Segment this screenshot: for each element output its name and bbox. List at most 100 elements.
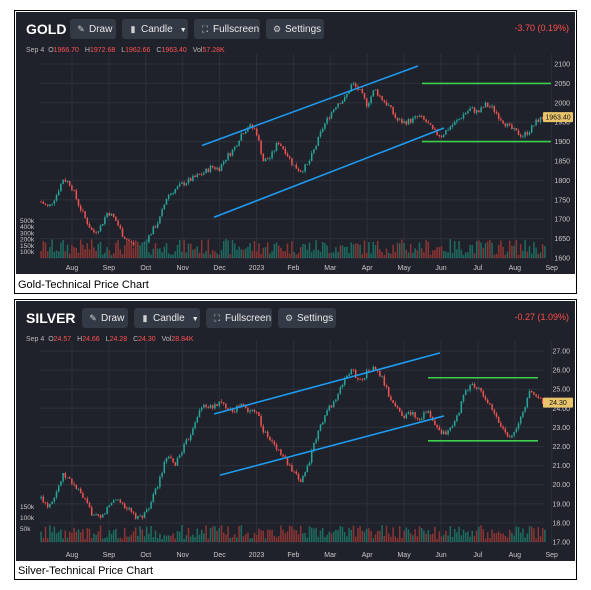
volume-bar <box>484 538 487 542</box>
x-tick-label: 2023 <box>249 265 265 272</box>
volume-bar <box>368 528 370 542</box>
y-tick-label: 2100 <box>554 62 570 69</box>
silver-candle-button[interactable]: ▮ Candle ▼ <box>134 308 200 328</box>
candle-body <box>275 142 278 151</box>
volume-bar <box>150 254 152 258</box>
gold-draw-button[interactable]: ✎ Draw <box>70 19 116 39</box>
candle-body <box>244 131 247 134</box>
candle-body <box>200 174 203 176</box>
volume-bar <box>121 538 124 542</box>
volume-bar <box>93 533 95 542</box>
volume-bar <box>251 538 254 542</box>
volume-bar <box>231 239 234 258</box>
candle-body <box>189 435 192 441</box>
silver-fullscreen-button[interactable]: ⛶ Fullscreen <box>206 308 272 328</box>
volume-bar <box>130 534 133 542</box>
volume-bar <box>539 536 542 542</box>
volume-bar <box>478 240 480 258</box>
volume-bar <box>176 530 179 542</box>
volume-bar <box>121 253 124 258</box>
candle-body <box>537 119 540 122</box>
candle-body <box>407 412 410 414</box>
volume-bar <box>194 248 196 258</box>
volume-bar <box>60 242 62 258</box>
candle-body <box>535 119 537 126</box>
pencil-icon: ✎ <box>89 313 97 323</box>
candle-body <box>297 168 300 171</box>
volume-bar <box>161 538 163 542</box>
candle-body <box>64 179 67 182</box>
volume-bar <box>407 529 410 542</box>
volume-bar <box>167 253 170 258</box>
volume-bar <box>110 254 113 258</box>
gold-settings-button[interactable]: ⚙ Settings <box>266 19 324 39</box>
candle-body <box>84 211 86 218</box>
volume-bar <box>526 251 529 258</box>
volume-bar <box>205 251 207 258</box>
candle-body <box>262 153 265 162</box>
volume-bar <box>423 252 425 258</box>
volume-bar <box>196 246 199 258</box>
volume-bar <box>68 253 71 258</box>
candle-body <box>251 409 254 411</box>
volume-bar <box>90 239 93 258</box>
volume-bar <box>216 530 218 542</box>
candle-body <box>429 123 432 125</box>
volume-bar <box>343 532 346 542</box>
candle-body <box>361 379 364 381</box>
volume-bar <box>187 527 190 542</box>
candle-body <box>293 471 295 473</box>
gold-candle-button[interactable]: ▮ Candle ▼ <box>122 19 188 39</box>
candle-body <box>379 370 381 377</box>
volume-bar <box>165 535 168 542</box>
volume-tick-label: 500k <box>20 218 35 225</box>
candle-body <box>326 410 328 416</box>
x-tick-label: Feb <box>287 552 299 559</box>
candle-body <box>515 128 518 131</box>
candle-body <box>317 136 320 146</box>
volume-bar <box>57 531 60 542</box>
candle-body <box>526 132 529 135</box>
candle-body <box>425 412 427 414</box>
candle-body <box>511 435 513 438</box>
silver-settings-button[interactable]: ⚙ Settings <box>278 308 336 328</box>
candle-body <box>126 508 128 510</box>
volume-bar <box>436 247 438 258</box>
volume-bar <box>429 534 432 542</box>
candle-body <box>95 514 97 515</box>
candle-body <box>132 511 135 513</box>
volume-bar <box>423 530 425 542</box>
candle-body <box>409 412 412 415</box>
volume-bar <box>271 251 273 258</box>
candle-body <box>330 112 333 119</box>
volume-bar <box>381 525 383 542</box>
volume-bar <box>269 253 271 258</box>
volume-bar <box>117 538 119 542</box>
candle-body <box>396 118 399 121</box>
volume-bar <box>143 536 146 542</box>
volume-bar <box>233 243 236 258</box>
candle-body <box>42 201 45 204</box>
volume-bar <box>282 251 284 258</box>
candle-body <box>493 106 496 112</box>
candle-body <box>513 128 515 130</box>
volume-bar <box>486 241 489 258</box>
x-tick-label: Jul <box>473 265 482 272</box>
y-tick-label: 17.00 <box>552 540 570 547</box>
candle-body <box>148 508 150 510</box>
volume-bar <box>183 239 185 258</box>
gold-fullscreen-button[interactable]: ⛶ Fullscreen <box>194 19 260 39</box>
candle-body <box>352 83 355 85</box>
volume-bar <box>262 247 265 258</box>
volume-bar <box>68 531 71 542</box>
candle-body <box>515 428 518 433</box>
candle-body <box>315 439 317 443</box>
volume-bar <box>519 243 522 258</box>
candle-body <box>449 126 452 130</box>
volume-bar <box>238 246 240 258</box>
x-tick-label: Sep <box>545 552 558 559</box>
volume-bar <box>379 530 381 542</box>
volume-bar <box>418 526 421 542</box>
silver-draw-button[interactable]: ✎ Draw <box>82 308 128 328</box>
volume-bar <box>277 536 280 542</box>
